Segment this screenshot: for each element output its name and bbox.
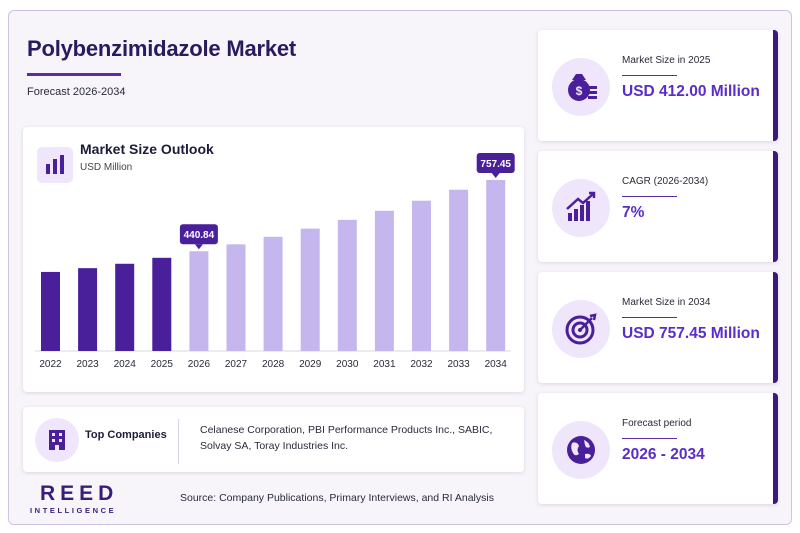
target-icon: [552, 300, 610, 358]
data-label-callout: 757.45: [476, 153, 515, 178]
page-title: Polybenzimidazole Market: [27, 36, 297, 61]
bar-chart-icon: [37, 147, 73, 183]
stat-value: 2026 - 2034: [622, 446, 705, 463]
x-tick-label: 2022: [39, 359, 62, 370]
callout-box: [179, 224, 218, 245]
bar-2032: [412, 200, 431, 351]
bar-2022: [41, 271, 60, 351]
callout-box: [476, 153, 515, 173]
stat-rule: [622, 317, 677, 318]
stat-label: Forecast period: [622, 418, 692, 429]
bar-2030: [337, 219, 357, 351]
divider: [178, 419, 179, 464]
chart-card: Market Size Outlook USD Million 2022 2023…: [23, 127, 524, 392]
x-tick-label: 2025: [151, 359, 174, 370]
x-tick-label: 2026: [188, 359, 211, 370]
stat-value: USD 757.45 Million: [622, 325, 760, 342]
callout-pointer: [194, 244, 203, 250]
bar-2029: [300, 228, 320, 351]
x-tick-label: 2023: [76, 359, 99, 370]
data-label-callout: 440.84: [179, 224, 218, 250]
source-note: Source: Company Publications, Primary In…: [180, 492, 494, 504]
stat-card-cagr: CAGR (2026-2034) 7%: [538, 151, 778, 262]
bar-2034: [486, 180, 506, 351]
globe-icon: [552, 421, 610, 479]
stat-label: Market Size in 2025: [622, 55, 711, 66]
stat-card-market-size-2025: $ Market Size in 2025 USD 412.00 Million: [538, 30, 778, 141]
svg-text:$: $: [576, 84, 583, 98]
stat-rule: [622, 438, 677, 439]
bar-2025: [152, 257, 172, 351]
top-companies-label: Top Companies: [85, 429, 167, 441]
stat-rule: [622, 196, 677, 197]
x-tick-label: 2031: [373, 359, 396, 370]
chart-unit: USD Million: [80, 162, 133, 173]
x-tick-label: 2027: [225, 359, 248, 370]
top-companies-card: Top Companies Celanese Corporation, PBI …: [23, 407, 524, 472]
stat-card-forecast-period: Forecast period 2026 - 2034: [538, 393, 778, 504]
money-bag-icon: $: [552, 58, 610, 116]
x-tick-label: 2033: [447, 359, 470, 370]
top-companies-list: Celanese Corporation, PBI Performance Pr…: [200, 424, 493, 452]
stat-card-market-size-2034: Market Size in 2034 USD 757.45 Million: [538, 272, 778, 383]
bar-2031: [374, 210, 394, 351]
stat-value: 7%: [622, 204, 645, 221]
bar-2033: [449, 189, 469, 351]
title-underline: [27, 73, 121, 76]
brand-logo-subtitle: INTELLIGENCE: [30, 506, 117, 515]
bar-2026: [189, 251, 209, 351]
x-tick-label: 2030: [336, 359, 359, 370]
x-tick-label: 2029: [299, 359, 322, 370]
stat-label: Market Size in 2034: [622, 297, 711, 308]
x-tick-label: 2032: [410, 359, 433, 370]
chart-title: Market Size Outlook: [80, 141, 214, 157]
callout-pointer: [491, 173, 500, 178]
stat-rule: [622, 75, 677, 76]
x-tick-label: 2034: [485, 359, 508, 370]
x-tick-label: 2024: [114, 359, 137, 370]
brand-logo: REED: [40, 482, 119, 505]
bar-chart: 2022 2023 2024 2025 2026 440.84 2027 2028 2029 20…: [35, 153, 515, 370]
stat-label: CAGR (2026-2034): [622, 176, 709, 187]
building-icon: [35, 418, 79, 462]
growth-chart-icon: [552, 179, 610, 237]
data-label: 440.84: [184, 230, 215, 241]
stat-value: USD 412.00 Million: [622, 83, 760, 100]
bar-2024: [115, 263, 135, 351]
data-label: 757.45: [480, 159, 511, 170]
x-tick-label: 2028: [262, 359, 285, 370]
bar-2027: [226, 244, 246, 351]
bar-2023: [78, 268, 98, 351]
page-subtitle: Forecast 2026-2034: [27, 86, 126, 98]
bar-2028: [263, 236, 283, 351]
